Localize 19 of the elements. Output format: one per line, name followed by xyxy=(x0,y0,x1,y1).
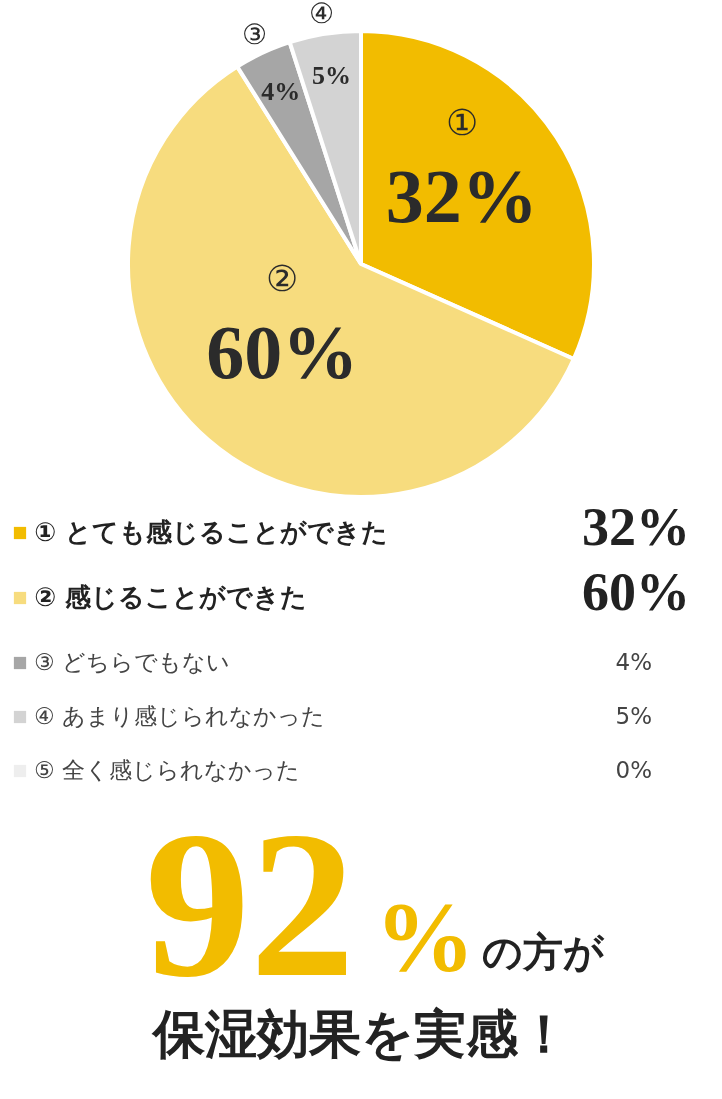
text: の方が xyxy=(482,929,605,975)
legend-label: ⑤ 全く感じられなかった xyxy=(34,757,300,783)
text: 60% xyxy=(582,562,690,622)
text: 32% xyxy=(582,497,690,557)
text: 5% xyxy=(615,703,652,729)
data-label: 4% xyxy=(261,76,301,106)
text: 4% xyxy=(615,649,652,675)
text: ④ xyxy=(309,0,335,30)
legend-label: ③ どちらでもない xyxy=(34,649,230,675)
text: 0% xyxy=(615,757,652,783)
legend-label: ② 感じることができた xyxy=(34,582,308,612)
data-label: 5% xyxy=(312,61,352,91)
data-label: 32% xyxy=(385,153,538,238)
legend-label: ④ あまり感じられなかった xyxy=(34,703,325,729)
text: ③ xyxy=(242,18,268,50)
data-label: 60% xyxy=(206,309,359,394)
text: ① xyxy=(445,102,478,143)
legend-label: ① とても感じることができた xyxy=(34,517,389,547)
text: ② xyxy=(266,258,299,299)
